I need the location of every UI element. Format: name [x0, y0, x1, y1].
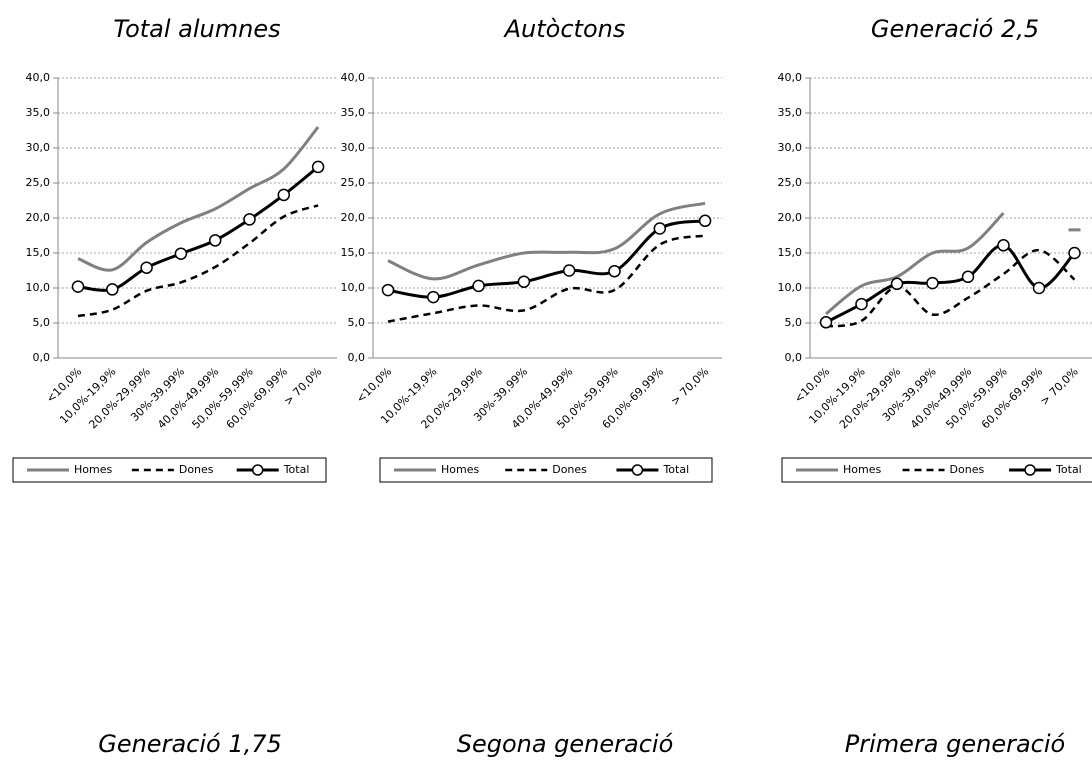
series-line	[387, 234, 706, 323]
data-point	[1068, 246, 1081, 260]
data-point	[997, 239, 1010, 252]
y-tick-label: 35,0	[778, 106, 803, 119]
x-tick-label: 20,0%-29,99%	[86, 365, 152, 431]
legend-label: Homes	[441, 463, 479, 476]
x-tick-label: 40,0%-49,99%	[908, 365, 974, 431]
chart-title: Total alumnes	[113, 15, 280, 43]
y-tick-label: 30,0	[778, 141, 803, 154]
series-line	[825, 212, 1081, 316]
x-tick-label: 20,0%-29,99%	[837, 365, 903, 431]
y-tick-label: 0,0	[785, 351, 803, 364]
y-tick-label: 30,0	[26, 141, 51, 154]
y-tick-label: 25,0	[26, 176, 51, 189]
x-tick-label: 60,0%-69,99%	[979, 365, 1045, 431]
y-tick-label: 25,0	[778, 176, 803, 189]
y-tick-label: 30,0	[341, 141, 366, 154]
chart-title: Primera generació	[845, 730, 1065, 758]
data-point	[277, 188, 291, 202]
y-tick-label: 25,0	[341, 176, 366, 189]
y-tick-label: 0,0	[33, 351, 51, 364]
data-point	[106, 283, 119, 296]
x-tick-label: > 70,0%	[281, 365, 324, 408]
y-tick-label: 40,0	[778, 71, 803, 84]
y-tick-label: 20,0	[341, 211, 366, 224]
data-point	[890, 277, 904, 291]
x-tick-label: 40,0%-49,99%	[155, 365, 221, 431]
chart: 0,0 5,0 10,0 15,0 20,0 25,0 30,0 35,0 40,0 <10,0%…	[341, 71, 722, 483]
y-tick-label: 35,0	[341, 106, 366, 119]
legend-label: Total	[283, 463, 310, 476]
legend-marker	[631, 464, 644, 476]
y-tick-label: 5,0	[348, 316, 366, 329]
data-point	[140, 261, 153, 274]
chart: 0,05,010,015,020,025,030,035,040,0<10,0%…	[12, 71, 337, 483]
series-line	[77, 126, 320, 272]
data-point	[1032, 281, 1046, 295]
data-point	[71, 280, 85, 293]
y-tick-label: 10,0	[778, 281, 803, 294]
data-point	[562, 264, 576, 277]
x-tick-label: > 70,0%	[668, 365, 711, 408]
chart-title: Segona generació	[457, 730, 674, 758]
data-point	[311, 160, 325, 174]
y-tick-label: 10,0	[26, 281, 51, 294]
data-point	[381, 283, 395, 297]
legend-label: Homes	[843, 463, 881, 476]
x-tick-label: 50,0%-59,99%	[189, 365, 255, 431]
data-point	[427, 290, 440, 304]
y-tick-label: 5,0	[33, 316, 51, 329]
chart-title: Autòctons	[503, 15, 626, 43]
legend-label: Dones	[179, 463, 214, 476]
legend-label: Total	[1055, 463, 1082, 476]
x-tick-label: > 70,0%	[1038, 365, 1081, 408]
y-tick-label: 40,0	[341, 71, 366, 84]
series-line	[77, 204, 319, 318]
series-line	[77, 165, 320, 292]
legend-marker	[251, 464, 264, 476]
chart-title: Generació 2,5	[871, 15, 1039, 43]
y-tick-label: 20,0	[778, 211, 803, 224]
data-point	[208, 234, 222, 247]
data-point	[243, 213, 256, 226]
y-tick-label: 5,0	[785, 316, 803, 329]
data-point	[174, 247, 188, 260]
y-tick-label: 40,0	[26, 71, 51, 84]
data-point	[517, 275, 531, 288]
data-point	[855, 297, 868, 311]
legend-label: Total	[662, 463, 689, 476]
y-tick-label: 15,0	[26, 246, 51, 259]
data-point	[653, 222, 667, 235]
y-tick-label: 35,0	[26, 106, 51, 119]
data-point	[608, 264, 621, 278]
y-tick-label: 10,0	[341, 281, 366, 294]
legend-box	[781, 457, 1092, 483]
legend-marker	[1024, 464, 1036, 476]
data-point	[819, 316, 833, 329]
x-tick-label: <10,0%	[354, 365, 394, 405]
legend-label: Homes	[74, 463, 112, 476]
series-line	[387, 201, 706, 281]
legend-label: Dones	[552, 463, 587, 476]
legend-label: Dones	[950, 463, 985, 476]
chart-title: Generació 1,75	[98, 730, 282, 758]
y-tick-label: 0,0	[348, 351, 366, 364]
y-tick-label: 15,0	[778, 246, 803, 259]
y-tick-label: 20,0	[26, 211, 51, 224]
series-line	[825, 248, 1076, 328]
data-point	[961, 270, 975, 284]
y-tick-label: 15,0	[341, 246, 366, 259]
data-point	[698, 214, 712, 228]
data-point	[472, 279, 485, 293]
chart: 0,05,010,015,020,025,030,035,040,0<10,0%…	[778, 71, 1092, 483]
x-tick-label: 50,0%-59,99%	[943, 365, 1009, 431]
data-point	[926, 276, 939, 290]
x-tick-label: 60,0%-69,99%	[224, 365, 290, 431]
